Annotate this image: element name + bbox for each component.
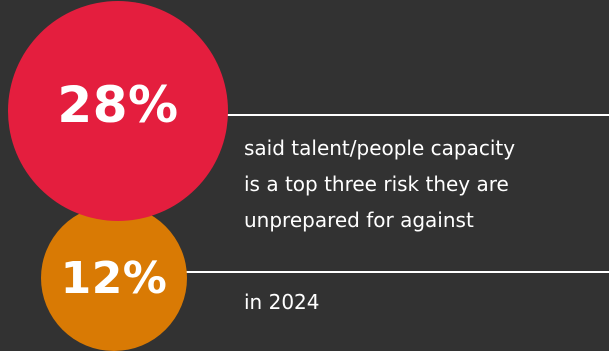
stat-caption-12-percent: in 2024: [244, 290, 320, 314]
stat-caption-28-percent: said talent/people capacity is a top thr…: [244, 130, 604, 238]
divider-line-bottom: [186, 271, 609, 273]
stat-circle-28-percent: 28%: [8, 1, 228, 221]
divider-line-top: [226, 114, 609, 116]
caption-line: unprepared for against: [244, 208, 474, 232]
stat-value-12-percent: 12%: [60, 252, 168, 304]
caption-line: said talent/people capacity: [244, 136, 516, 160]
stat-value-28-percent: 28%: [57, 76, 179, 134]
stat-circle-12-percent: 12%: [41, 205, 187, 351]
caption-line: is a top three risk they are: [244, 172, 509, 196]
